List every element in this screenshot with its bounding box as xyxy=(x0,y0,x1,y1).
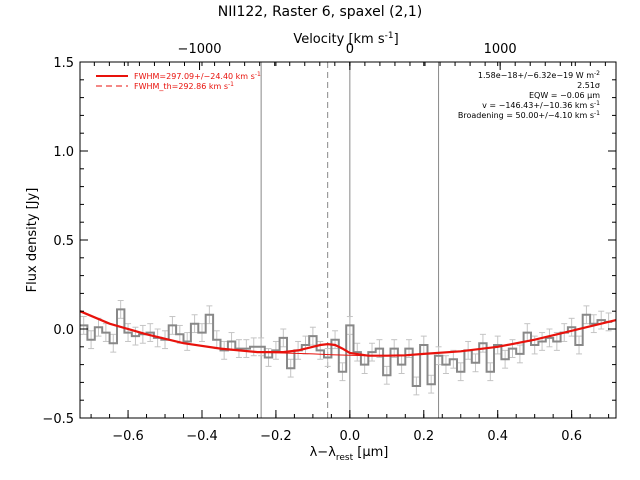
annotation-text: 1.58e−18+/−6.32e−19 W m xyxy=(478,71,594,80)
legend: FWHM=297.09+/−24.40 km s-1FWHM_th=292.86… xyxy=(96,71,261,91)
x-axis-label: λ−λrest [μm] xyxy=(310,445,389,463)
legend-label: FWHM=297.09+/−24.40 km s-1 xyxy=(134,71,261,81)
top-x-axis-label: Velocity [km s-1] xyxy=(293,31,398,47)
continuum-line xyxy=(79,310,617,357)
fit-line xyxy=(79,310,617,357)
annotation-line: EQW = −0.06 μm xyxy=(529,91,600,100)
annotation-text: Broadening = 50.00+/−4.10 km s xyxy=(458,111,594,120)
y-tick-label: 0.5 xyxy=(53,234,74,249)
x-tick-label: 0.4 xyxy=(487,429,508,444)
chart-title: NII122, Raster 6, spaxel (2,1) xyxy=(218,4,423,20)
x-axis-bottom: −0.6 −0.4 −0.2 0.0 0.2 0.4 0.6 xyxy=(90,62,610,444)
annotation-sup: -1 xyxy=(594,100,600,107)
velocity-tick-label: 1000 xyxy=(484,42,517,57)
y-tick-label: 0.0 xyxy=(53,323,74,338)
velocity-tick-label: −1000 xyxy=(178,42,222,57)
legend-label-sup: -1 xyxy=(255,71,261,78)
annotation-line: Broadening = 50.00+/−4.10 km s-1 xyxy=(458,110,600,120)
series-layer xyxy=(79,308,617,387)
annotation-text: EQW = −0.06 μm xyxy=(529,91,600,100)
legend-label-text: FWHM=297.09+/−24.40 km s xyxy=(134,72,255,81)
annotation-line: 2.51σ xyxy=(577,81,600,90)
spectrum-step-line xyxy=(80,308,613,387)
legend-label-text: FWHM_th=292.86 km s xyxy=(134,82,228,91)
annotation-text: v = −146.43+/−10.36 km s xyxy=(482,101,594,110)
annotation-sup: -1 xyxy=(594,110,600,117)
annotation-line: v = −146.43+/−10.36 km s-1 xyxy=(482,100,600,110)
legend-label: FWHM_th=292.86 km s-1 xyxy=(134,81,234,91)
y-tick-label: 1.5 xyxy=(53,56,74,71)
velocity-tick-label: 0 xyxy=(346,42,354,57)
x-tick-label: −0.6 xyxy=(112,429,144,444)
x-tick-label: 0.6 xyxy=(561,429,582,444)
x-tick-label: −0.4 xyxy=(186,429,218,444)
x-tick-label: −0.2 xyxy=(260,429,292,444)
y-tick-label: −0.5 xyxy=(42,412,74,427)
y-tick-label: 1.0 xyxy=(53,145,74,160)
y-axis: −0.5 0.0 0.5 1.0 1.5 xyxy=(42,56,616,427)
legend-label-sup: -1 xyxy=(228,81,234,88)
annotation-sup: -2 xyxy=(594,70,600,77)
y-axis-label: Flux density [Jy] xyxy=(25,188,40,293)
x-axis-top: −1000 0 1000 xyxy=(93,42,606,70)
annotation-line: 1.58e−18+/−6.32e−19 W m-2 xyxy=(478,70,600,80)
x-tick-label: 0.2 xyxy=(413,429,434,444)
x-tick-label: 0.0 xyxy=(340,429,361,444)
annotation-text: 2.51σ xyxy=(577,81,600,90)
